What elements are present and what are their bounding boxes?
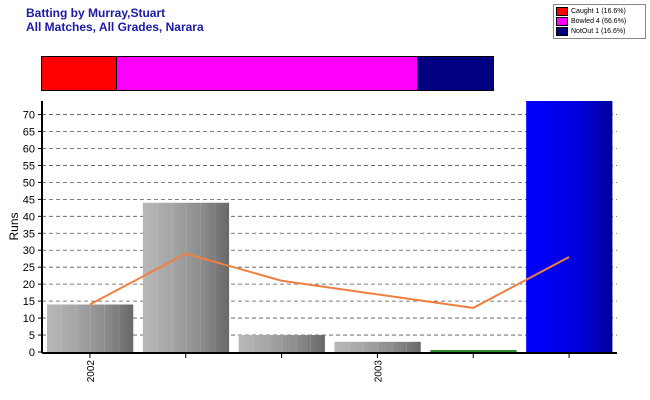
bar-0 xyxy=(47,304,134,352)
y-tick-label: 0 xyxy=(29,347,35,359)
bar-3 xyxy=(334,341,421,352)
y-tick-label: 55 xyxy=(23,160,35,172)
legend-item-notout: NotOut 1 (16.6%) xyxy=(556,27,625,36)
dist-segment-caught xyxy=(42,57,118,90)
trend-line xyxy=(89,252,570,309)
legend-label-bowled: Bowled 4 (66.6%) xyxy=(571,18,627,25)
y-tick-label: 30 xyxy=(23,245,35,257)
y-tick-label: 35 xyxy=(23,228,35,240)
y-tick-label: 50 xyxy=(23,177,35,189)
y-axis-label: Runs xyxy=(7,212,21,240)
chart-title-line2: All Matches, All Grades, Narara xyxy=(26,20,204,34)
bar-5 xyxy=(526,101,613,352)
legend-swatch-bowled xyxy=(556,17,568,26)
bar-2 xyxy=(238,335,325,352)
bar-1 xyxy=(142,202,230,352)
y-tick-label: 10 xyxy=(23,313,35,325)
dismissal-distribution-bar xyxy=(41,56,494,91)
y-tick-label: 5 xyxy=(29,330,35,342)
y-tick-label: 60 xyxy=(23,143,35,155)
y-tick-label: 65 xyxy=(23,127,35,139)
y-tick-label: 15 xyxy=(23,296,35,308)
legend-swatch-notout xyxy=(556,27,568,36)
y-tick-label: 70 xyxy=(23,110,35,122)
y-tick-label: 40 xyxy=(23,211,35,223)
x-tick-label: 2002 xyxy=(86,360,97,383)
legend-label-notout: NotOut 1 (16.6%) xyxy=(571,28,626,35)
y-tick-label: 25 xyxy=(23,262,35,274)
y-tick-label: 20 xyxy=(23,279,35,291)
x-tick-label: 2003 xyxy=(373,360,384,383)
chart-title-line1: Batting by Murray,Stuart xyxy=(26,6,166,20)
legend: Caught 1 (16.6%) Bowled 4 (66.6%) NotOut… xyxy=(553,4,646,39)
bar-4 xyxy=(430,350,517,352)
legend-swatch-caught xyxy=(556,7,568,16)
legend-label-caught: Caught 1 (16.6%) xyxy=(571,8,626,15)
dist-segment-bowled xyxy=(117,57,418,90)
legend-item-bowled: Bowled 4 (66.6%) xyxy=(556,17,626,26)
legend-item-caught: Caught 1 (16.6%) xyxy=(556,7,626,16)
dist-segment-notout xyxy=(417,57,493,90)
y-tick-label: 45 xyxy=(23,194,35,206)
